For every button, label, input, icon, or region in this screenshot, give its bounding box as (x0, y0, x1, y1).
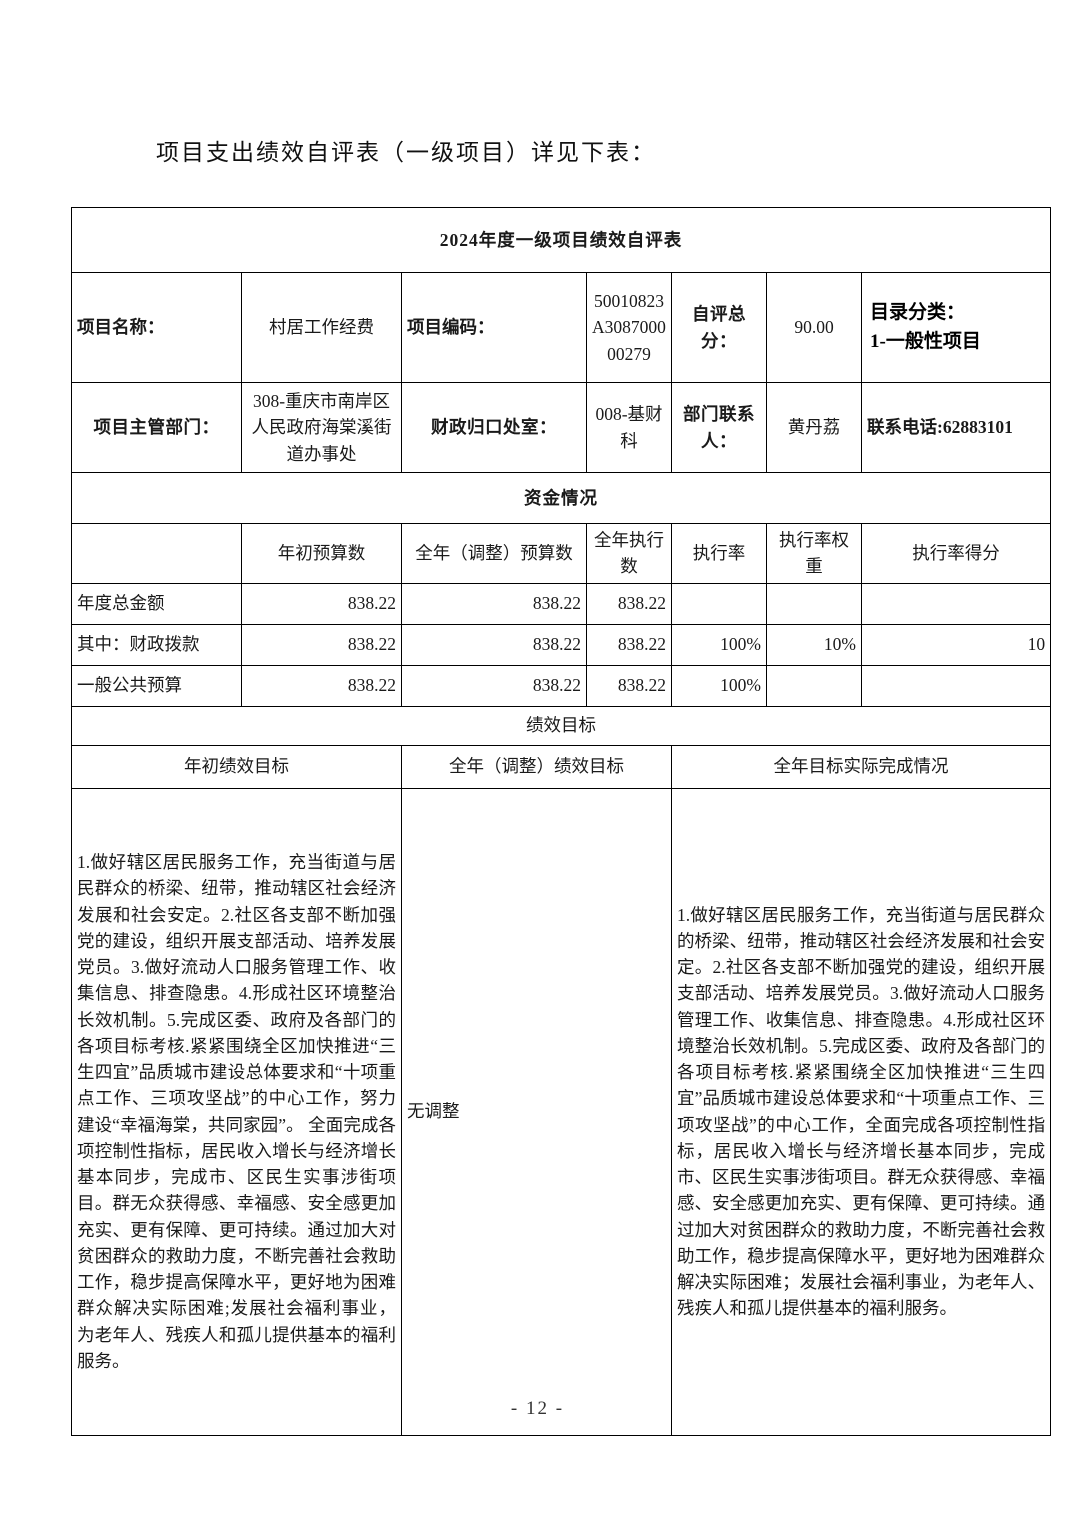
funds-row-label: 年度总金额 (71, 582, 242, 625)
goals-content-row: 1.做好辖区居民服务工作，充当街道与居民群众的桥梁、纽带，推动辖区社会经济发展和… (71, 787, 1052, 1436)
funds-initial-budget: 838.22 (241, 623, 402, 666)
funds-exec-weight (766, 664, 862, 707)
funds-section-row: 资金情况 (70, 472, 1052, 524)
funds-header-exec-weight: 执行率权重 (766, 523, 862, 584)
project-code-label: 项目编码： (401, 272, 587, 383)
dept-value: 308-重庆市南岸区人民政府海棠溪街道办事处 (241, 382, 402, 473)
funds-exec-rate: 100% (671, 664, 767, 707)
performance-self-evaluation-table: 2024年度一级项目绩效自评表 项目名称： 村居工作经费 项目编码： 50010… (70, 207, 1052, 1436)
self-score-label: 自评总分： (671, 272, 767, 383)
table-title: 2024年度一级项目绩效自评表 (70, 207, 1052, 273)
funds-initial-budget: 838.22 (241, 582, 402, 625)
goals-initial-text: 1.做好辖区居民服务工作，充当街道与居民群众的桥梁、纽带，推动辖区社会经济发展和… (71, 787, 402, 1436)
table-row-project-info: 项目名称： 村居工作经费 项目编码： 50010823A308700000279… (71, 272, 1052, 383)
goals-section-title: 绩效目标 (70, 705, 1052, 746)
goals-actual-text: 1.做好辖区居民服务工作，充当街道与居民群众的桥梁、纽带，推动辖区社会经济发展和… (670, 787, 1052, 1436)
goals-header-actual: 全年目标实际完成情况 (670, 744, 1052, 789)
goals-adjusted-text: 无调整 (401, 787, 672, 1436)
catalog-cell: 目录分类： 1-一般性项目 (860, 272, 1052, 383)
funds-exec-rate: 100% (671, 623, 767, 666)
table-row: 一般公共预算 838.22 838.22 838.22 100% (71, 664, 1052, 707)
funds-exec-weight (766, 582, 862, 625)
table-title-row: 2024年度一级项目绩效自评表 (70, 207, 1052, 273)
funds-header-row: 年初预算数 全年（调整）预算数 全年执行数 执行率 执行率权重 执行率得分 (71, 523, 1052, 584)
funds-executed: 838.22 (586, 664, 672, 707)
funds-adjusted-budget: 838.22 (401, 582, 587, 625)
goals-header-row: 年初绩效目标 全年（调整）绩效目标 全年目标实际完成情况 (71, 744, 1052, 789)
funds-exec-score: 10 (860, 623, 1052, 666)
funds-header-exec-score: 执行率得分 (860, 523, 1052, 584)
page-number: - 12 - (510, 1398, 565, 1419)
funds-header-initial-budget: 年初预算数 (241, 523, 402, 584)
finance-office-label: 财政归口处室： (401, 382, 587, 473)
funds-header-executed: 全年执行数 (586, 523, 672, 584)
contact-label: 部门联系人： (671, 382, 767, 473)
funds-exec-score (860, 582, 1052, 625)
funds-exec-rate (671, 582, 767, 625)
funds-row-label: 其中：财政拨款 (71, 623, 242, 666)
table-row-department-info: 项目主管部门： 308-重庆市南岸区人民政府海棠溪街道办事处 财政归口处室： 0… (71, 382, 1052, 473)
catalog-label: 目录分类： (870, 302, 966, 323)
funds-executed: 838.22 (586, 582, 672, 625)
funds-exec-weight: 10% (766, 623, 862, 666)
table-row: 年度总金额 838.22 838.22 838.22 (71, 582, 1052, 625)
goals-header-initial: 年初绩效目标 (71, 744, 402, 789)
goals-section-row: 绩效目标 (70, 705, 1052, 746)
funds-section-title: 资金情况 (70, 472, 1052, 524)
project-code-value: 50010823A308700000279 (586, 272, 672, 383)
goals-header-adjusted: 全年（调整）绩效目标 (401, 744, 672, 789)
dept-label: 项目主管部门： (71, 382, 242, 473)
funds-executed: 838.22 (586, 623, 672, 666)
funds-adjusted-budget: 838.22 (401, 664, 587, 707)
contact-value: 黄丹荔 (766, 382, 862, 473)
intro-line: 项目支出绩效自评表（一级项目）详见下表： (156, 140, 656, 165)
catalog-value: 1-一般性项目 (870, 330, 981, 352)
funds-header-adjusted-budget: 全年（调整）预算数 (401, 523, 587, 584)
funds-header-exec-rate: 执行率 (671, 523, 767, 584)
finance-office-value: 008-基财科 (586, 382, 672, 473)
self-score-value: 90.00 (766, 272, 862, 383)
funds-initial-budget: 838.22 (241, 664, 402, 707)
funds-header-blank (71, 523, 242, 584)
project-name-value: 村居工作经费 (241, 272, 402, 383)
table-row: 其中：财政拨款 838.22 838.22 838.22 100% 10% 10 (71, 623, 1052, 666)
phone-label: 联系电话:62883101 (860, 382, 1052, 473)
funds-exec-score (860, 664, 1052, 707)
funds-adjusted-budget: 838.22 (401, 623, 587, 666)
funds-row-label: 一般公共预算 (71, 664, 242, 707)
project-name-label: 项目名称： (71, 272, 242, 383)
